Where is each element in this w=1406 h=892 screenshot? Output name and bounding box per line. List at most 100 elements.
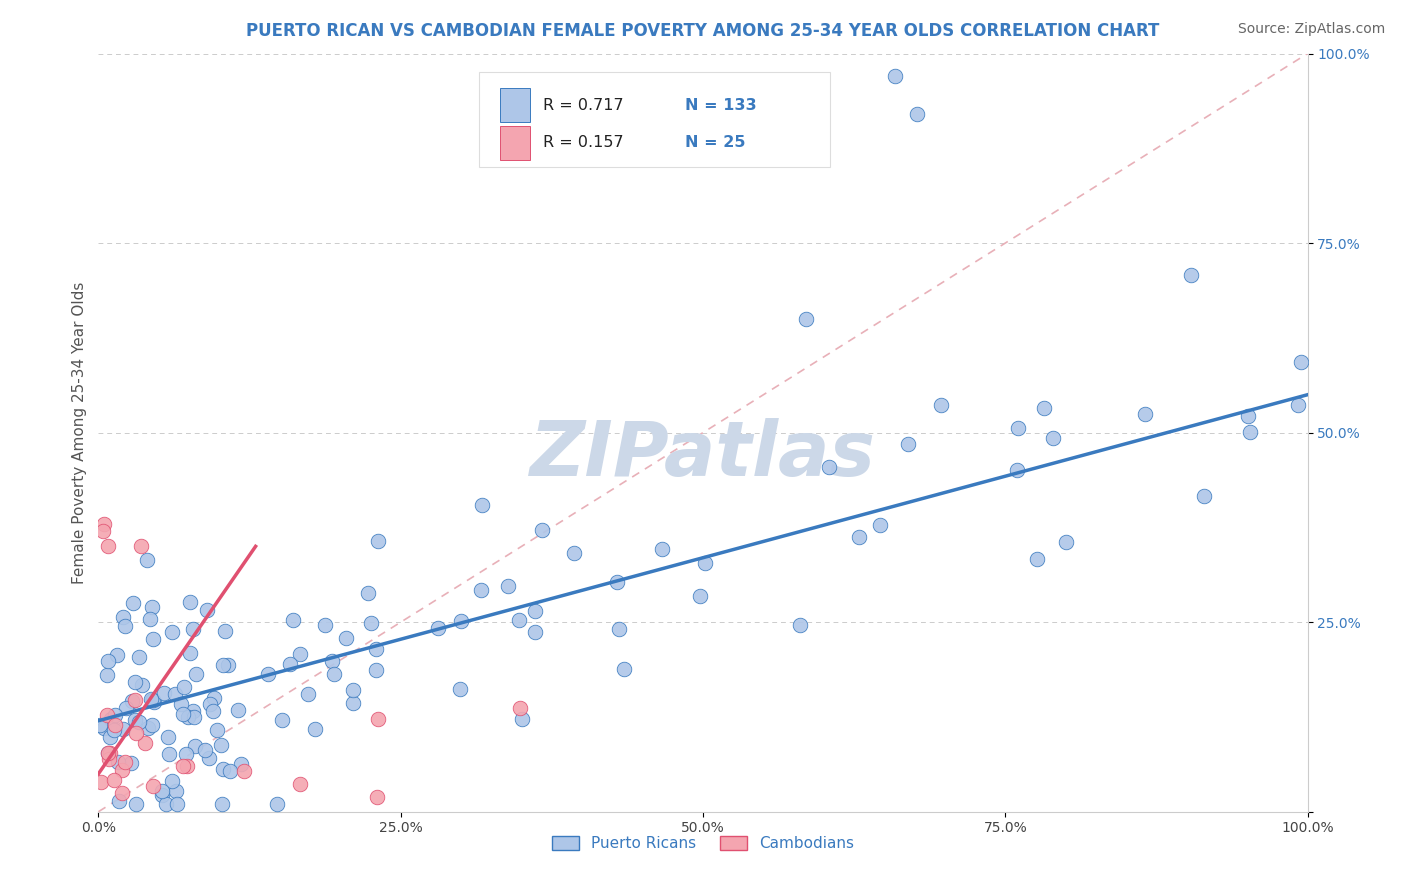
Point (450, 614, 472, 628)
Point (150, 788, 173, 802)
Point (153, 685, 176, 699)
Point (869, 517, 891, 532)
Point (202, 691, 225, 706)
Point (364, 641, 387, 656)
Point (1033, 401, 1056, 416)
Point (226, 703, 249, 717)
Point (156, 731, 179, 745)
Point (112, 723, 135, 737)
Point (142, 693, 165, 707)
Point (606, 574, 628, 589)
Point (232, 764, 254, 778)
Point (98, 730, 121, 744)
Point (1239, 425, 1261, 439)
Point (125, 726, 148, 740)
Point (104, 707, 127, 722)
Point (198, 697, 221, 711)
Text: ZIPatlas: ZIPatlas (530, 418, 876, 492)
Point (1286, 398, 1309, 412)
Point (129, 539, 152, 553)
Point (134, 736, 156, 750)
Point (142, 779, 165, 793)
Point (1133, 407, 1156, 421)
Point (157, 747, 180, 761)
Point (150, 783, 173, 797)
Text: N = 133: N = 133 (685, 97, 756, 112)
Point (195, 602, 218, 616)
Point (321, 654, 343, 668)
Point (651, 542, 673, 557)
Point (194, 743, 217, 757)
Point (177, 709, 200, 723)
Point (470, 583, 492, 598)
Point (219, 764, 242, 778)
Y-axis label: Female Poverty Among 25-34 Year Olds: Female Poverty Among 25-34 Year Olds (72, 282, 87, 583)
Point (111, 763, 134, 777)
Point (181, 704, 204, 718)
Point (202, 704, 225, 718)
Point (266, 797, 288, 812)
Point (128, 649, 150, 664)
Point (93, 721, 115, 735)
Point (125, 797, 148, 812)
Point (166, 797, 188, 812)
Point (139, 692, 162, 706)
Point (124, 713, 146, 727)
Point (163, 687, 186, 701)
Point (314, 618, 336, 632)
Point (184, 666, 207, 681)
Point (335, 631, 357, 645)
Point (214, 624, 236, 638)
Point (290, 777, 312, 791)
Point (1007, 463, 1029, 477)
Point (1054, 534, 1077, 549)
Point (122, 597, 145, 611)
Point (136, 721, 159, 735)
Point (103, 723, 125, 737)
Point (323, 667, 346, 681)
Point (524, 625, 547, 640)
Point (278, 657, 301, 671)
Point (256, 667, 278, 681)
Point (174, 747, 197, 762)
Point (141, 717, 163, 731)
Point (212, 658, 235, 673)
Text: N = 25: N = 25 (685, 136, 745, 151)
Point (905, 107, 928, 121)
Point (509, 701, 531, 715)
Point (229, 757, 252, 772)
Point (360, 615, 382, 630)
Point (97, 746, 120, 760)
Point (96, 668, 118, 682)
Point (97, 539, 120, 553)
Text: R = 0.157: R = 0.157 (543, 136, 624, 151)
Point (105, 648, 128, 662)
Point (304, 722, 326, 736)
Point (176, 758, 198, 772)
Point (1194, 489, 1216, 503)
Point (209, 738, 232, 752)
Point (427, 621, 450, 635)
Point (142, 632, 165, 646)
Point (211, 797, 233, 812)
Point (91, 524, 114, 539)
Point (97, 654, 120, 668)
Point (366, 789, 388, 804)
Point (184, 739, 207, 754)
Point (98, 751, 121, 765)
Point (524, 604, 547, 618)
Point (205, 723, 228, 737)
Point (112, 609, 135, 624)
Point (817, 460, 839, 475)
Point (613, 662, 636, 676)
Text: R = 0.717: R = 0.717 (543, 97, 624, 112)
Point (364, 663, 387, 677)
Point (173, 680, 195, 694)
Point (111, 786, 134, 800)
Point (172, 706, 194, 721)
Point (115, 700, 138, 714)
Point (1289, 355, 1312, 369)
Point (179, 646, 201, 660)
Text: PUERTO RICAN VS CAMBODIAN FEMALE POVERTY AMONG 25-34 YEAR OLDS CORRELATION CHART: PUERTO RICAN VS CAMBODIAN FEMALE POVERTY… (246, 22, 1160, 40)
Point (342, 683, 364, 698)
